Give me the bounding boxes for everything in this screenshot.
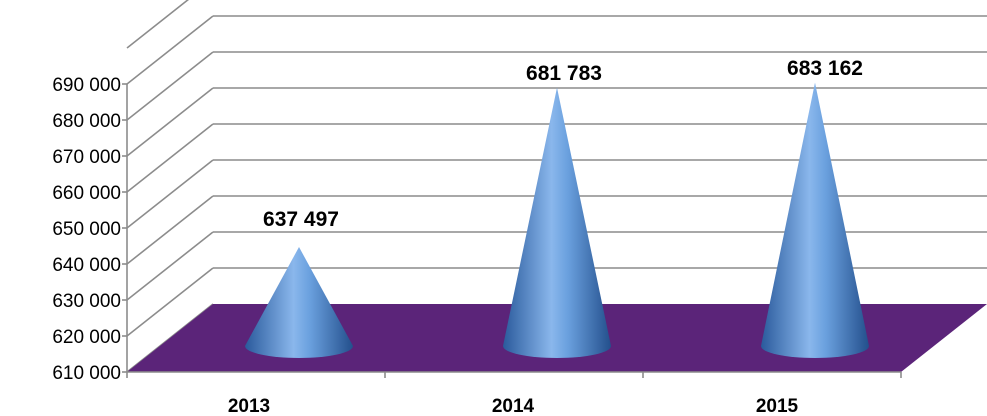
cone-2014 (503, 87, 611, 358)
y-tick-label: 630 000 (52, 291, 121, 312)
data-label-2014: 681 783 (526, 62, 602, 85)
category-label-2014: 2014 (492, 396, 535, 416)
y-tick-label: 660 000 (52, 183, 121, 204)
cones (245, 82, 869, 359)
back-wall-gridlines (213, 15, 987, 269)
gridline-side (126, 267, 214, 337)
cone-body (245, 247, 353, 358)
gridline-side (126, 15, 214, 85)
gridline-side (126, 0, 189, 49)
gridline-side (126, 51, 214, 121)
y-tick-label: 690 000 (52, 75, 121, 96)
gridline-side (126, 231, 214, 301)
category-label-2013: 2013 (228, 396, 270, 416)
y-tick-label: 620 000 (52, 327, 121, 348)
y-tick-label: 670 000 (52, 147, 121, 168)
category-label-2015: 2015 (756, 396, 799, 416)
y-axis-ticks: 610 000 620 000 630 000 640 000 650 000 660 0… (52, 75, 127, 384)
cone-2015 (761, 82, 869, 359)
gridline-side (126, 195, 214, 265)
y-tick-label: 610 000 (52, 363, 121, 384)
y-tick-label: 650 000 (52, 219, 121, 240)
cone-body (761, 82, 869, 359)
data-label-2013: 637 497 (263, 208, 339, 231)
gridline-side (126, 159, 214, 229)
side-wall-gridlines (126, 0, 214, 373)
y-tick-label: 640 000 (52, 255, 121, 276)
cone-2013 (245, 247, 353, 358)
data-label-2015: 683 162 (787, 57, 863, 80)
cone-body (503, 87, 611, 358)
gridline-side (126, 87, 214, 157)
gridline-side (126, 123, 214, 193)
y-tick-label: 680 000 (52, 111, 121, 132)
